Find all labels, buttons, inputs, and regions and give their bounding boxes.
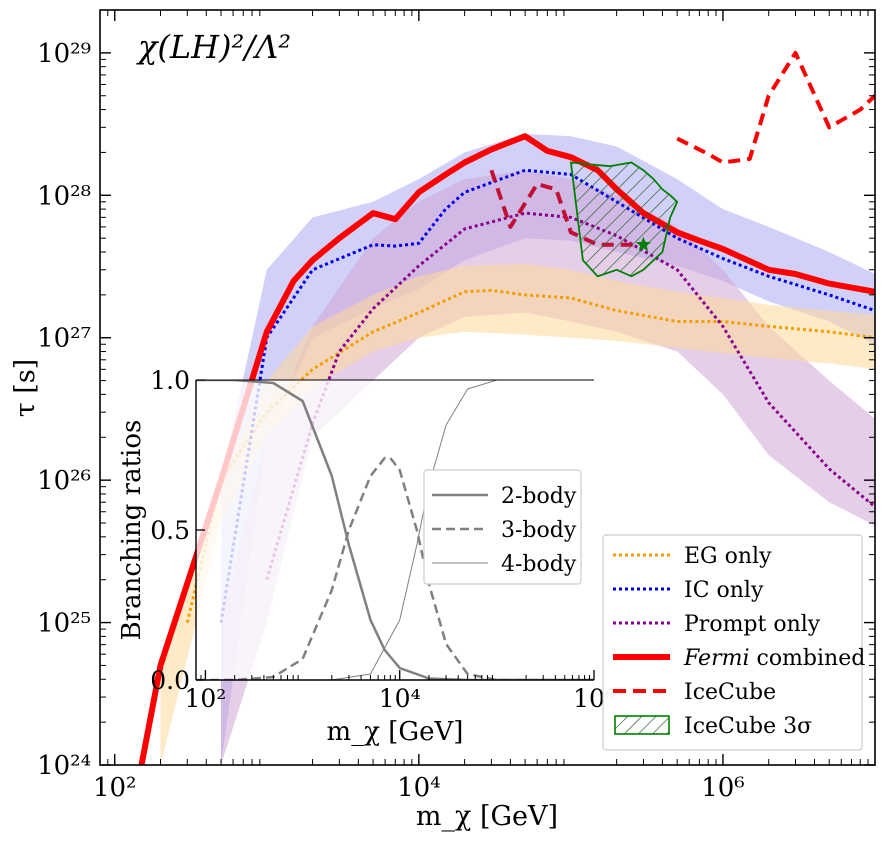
x-tick-label: 10⁴ bbox=[397, 773, 441, 803]
main-x-label: m_χ [GeV] bbox=[416, 801, 558, 832]
inset-x-tick-label: 10⁴ bbox=[379, 684, 421, 713]
legend-label-eg-only: EG only bbox=[684, 544, 772, 569]
series-prompt-only bbox=[265, 211, 875, 581]
main-y-label: τ [s] bbox=[10, 359, 41, 417]
series-fermi-combined bbox=[138, 133, 875, 765]
legend-label-fermi-combined: Fermi combined bbox=[683, 646, 865, 671]
inset-legend: 2-body 3-body 4-body bbox=[423, 469, 582, 585]
y-tick-label: 10²⁹ bbox=[37, 39, 91, 69]
legend-swatch-icecube-3 bbox=[614, 715, 670, 735]
series-icecube bbox=[676, 50, 875, 165]
inset-legend-box bbox=[423, 469, 582, 585]
icecube-3sigma-contour bbox=[569, 161, 679, 278]
legend-label-icecube-3: IceCube 3σ bbox=[684, 714, 812, 739]
x-tick-label: 10⁶ bbox=[701, 773, 745, 803]
best-fit-star-marker bbox=[635, 236, 652, 252]
main-series bbox=[138, 50, 875, 765]
main-axis-ticks: 10² 10⁴ 10⁶ 10²⁴ 10²⁵ 10²⁶ 10²⁷ 10²⁸ 10²⁹ bbox=[37, 9, 875, 803]
inset-legend-label-4-body: 4-body bbox=[501, 552, 577, 577]
main-bands bbox=[160, 133, 875, 765]
legend-label-ic-only: IC only bbox=[684, 578, 764, 603]
y-tick-label: 10²⁴ bbox=[37, 751, 91, 781]
y-tick-label: 10²⁶ bbox=[37, 466, 91, 496]
main-legend: EG only IC only Prompt only Fermi combined I… bbox=[602, 534, 865, 751]
x-tick-label: 10² bbox=[93, 773, 137, 803]
inset-series-3-body bbox=[196, 456, 594, 680]
inset-y-tick-label: 0.0 bbox=[150, 666, 190, 695]
main-plot-frame bbox=[99, 9, 876, 766]
inset-legend-label-2-body: 2-body bbox=[501, 484, 577, 509]
inset-y-tick-label: 0.5 bbox=[150, 516, 190, 545]
eg-only-band bbox=[160, 263, 875, 765]
inset-x-tick-label: 10² bbox=[184, 684, 226, 713]
inset-legend-label-3-body: 3-body bbox=[501, 518, 577, 543]
y-tick-label: 10²⁸ bbox=[37, 181, 91, 211]
y-tick-label: 10²⁷ bbox=[37, 324, 91, 354]
inset-y-label: Branching ratios bbox=[117, 420, 147, 641]
legend-label-prompt-only: Prompt only bbox=[684, 612, 821, 637]
y-tick-label: 10²⁵ bbox=[37, 609, 91, 639]
inset-y-tick-label: 1.0 bbox=[150, 366, 190, 395]
main-plot: 10² 10⁴ 10⁶ 10²⁴ 10²⁵ 10²⁶ 10²⁷ 10²⁸ 10²⁹ χ(LH)²… bbox=[10, 9, 876, 832]
main-title: χ(LH)²/Λ² bbox=[136, 28, 291, 66]
inset-series-2-body bbox=[196, 380, 594, 680]
icecube-3sigma-region bbox=[569, 161, 679, 278]
inset-x-label: m_χ [GeV] bbox=[327, 717, 464, 747]
legend-label-icecube: IceCube bbox=[684, 680, 776, 705]
